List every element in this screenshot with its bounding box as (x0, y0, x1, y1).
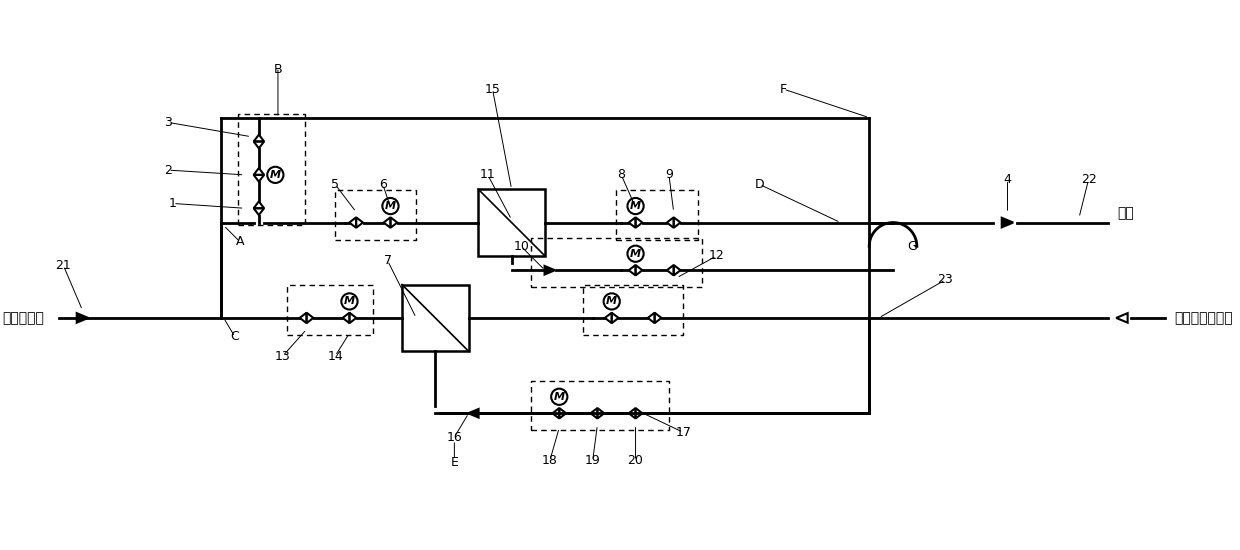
Text: M: M (606, 296, 618, 306)
Text: M: M (384, 201, 396, 211)
Text: 22: 22 (1080, 173, 1096, 186)
Text: 2: 2 (165, 163, 172, 177)
Text: M: M (630, 249, 641, 258)
Text: 8: 8 (618, 168, 625, 182)
Text: 15: 15 (485, 82, 501, 96)
Text: A: A (236, 235, 244, 248)
Text: M: M (343, 296, 355, 306)
Text: C: C (231, 331, 239, 344)
Text: 20: 20 (627, 454, 644, 467)
Text: 18: 18 (542, 454, 558, 467)
Text: 6: 6 (379, 178, 387, 191)
Text: 4: 4 (1003, 173, 1012, 186)
Text: M: M (630, 201, 641, 211)
Text: E: E (450, 456, 459, 469)
Text: F: F (780, 82, 787, 96)
Text: B: B (274, 63, 283, 76)
Text: 21: 21 (56, 259, 71, 272)
Text: 3: 3 (165, 116, 172, 129)
Text: 11: 11 (480, 168, 496, 182)
Text: 12: 12 (709, 250, 724, 262)
Text: 热网: 热网 (1117, 206, 1133, 220)
Bar (402, 284, 469, 351)
Polygon shape (1002, 218, 1013, 227)
Polygon shape (77, 313, 88, 323)
Text: 1: 1 (169, 197, 177, 210)
Text: M: M (554, 392, 565, 402)
Text: D: D (755, 178, 764, 191)
Text: 19: 19 (585, 454, 600, 467)
Text: G: G (908, 240, 918, 253)
Polygon shape (469, 409, 479, 417)
Text: 低压缸六段抽汽: 低压缸六段抽汽 (1174, 311, 1233, 325)
Text: 10: 10 (513, 240, 529, 253)
Polygon shape (544, 266, 554, 274)
Text: 9: 9 (665, 168, 673, 182)
Text: 5: 5 (331, 178, 340, 191)
Text: 7: 7 (383, 254, 392, 267)
Text: 14: 14 (327, 350, 343, 362)
Text: M: M (270, 170, 281, 180)
Text: 17: 17 (676, 426, 691, 439)
Bar (479, 189, 544, 256)
Text: 13: 13 (275, 350, 290, 362)
Text: 23: 23 (937, 273, 954, 286)
Text: 16: 16 (446, 431, 463, 444)
Text: 中压缸排汽: 中压缸排汽 (2, 311, 45, 325)
